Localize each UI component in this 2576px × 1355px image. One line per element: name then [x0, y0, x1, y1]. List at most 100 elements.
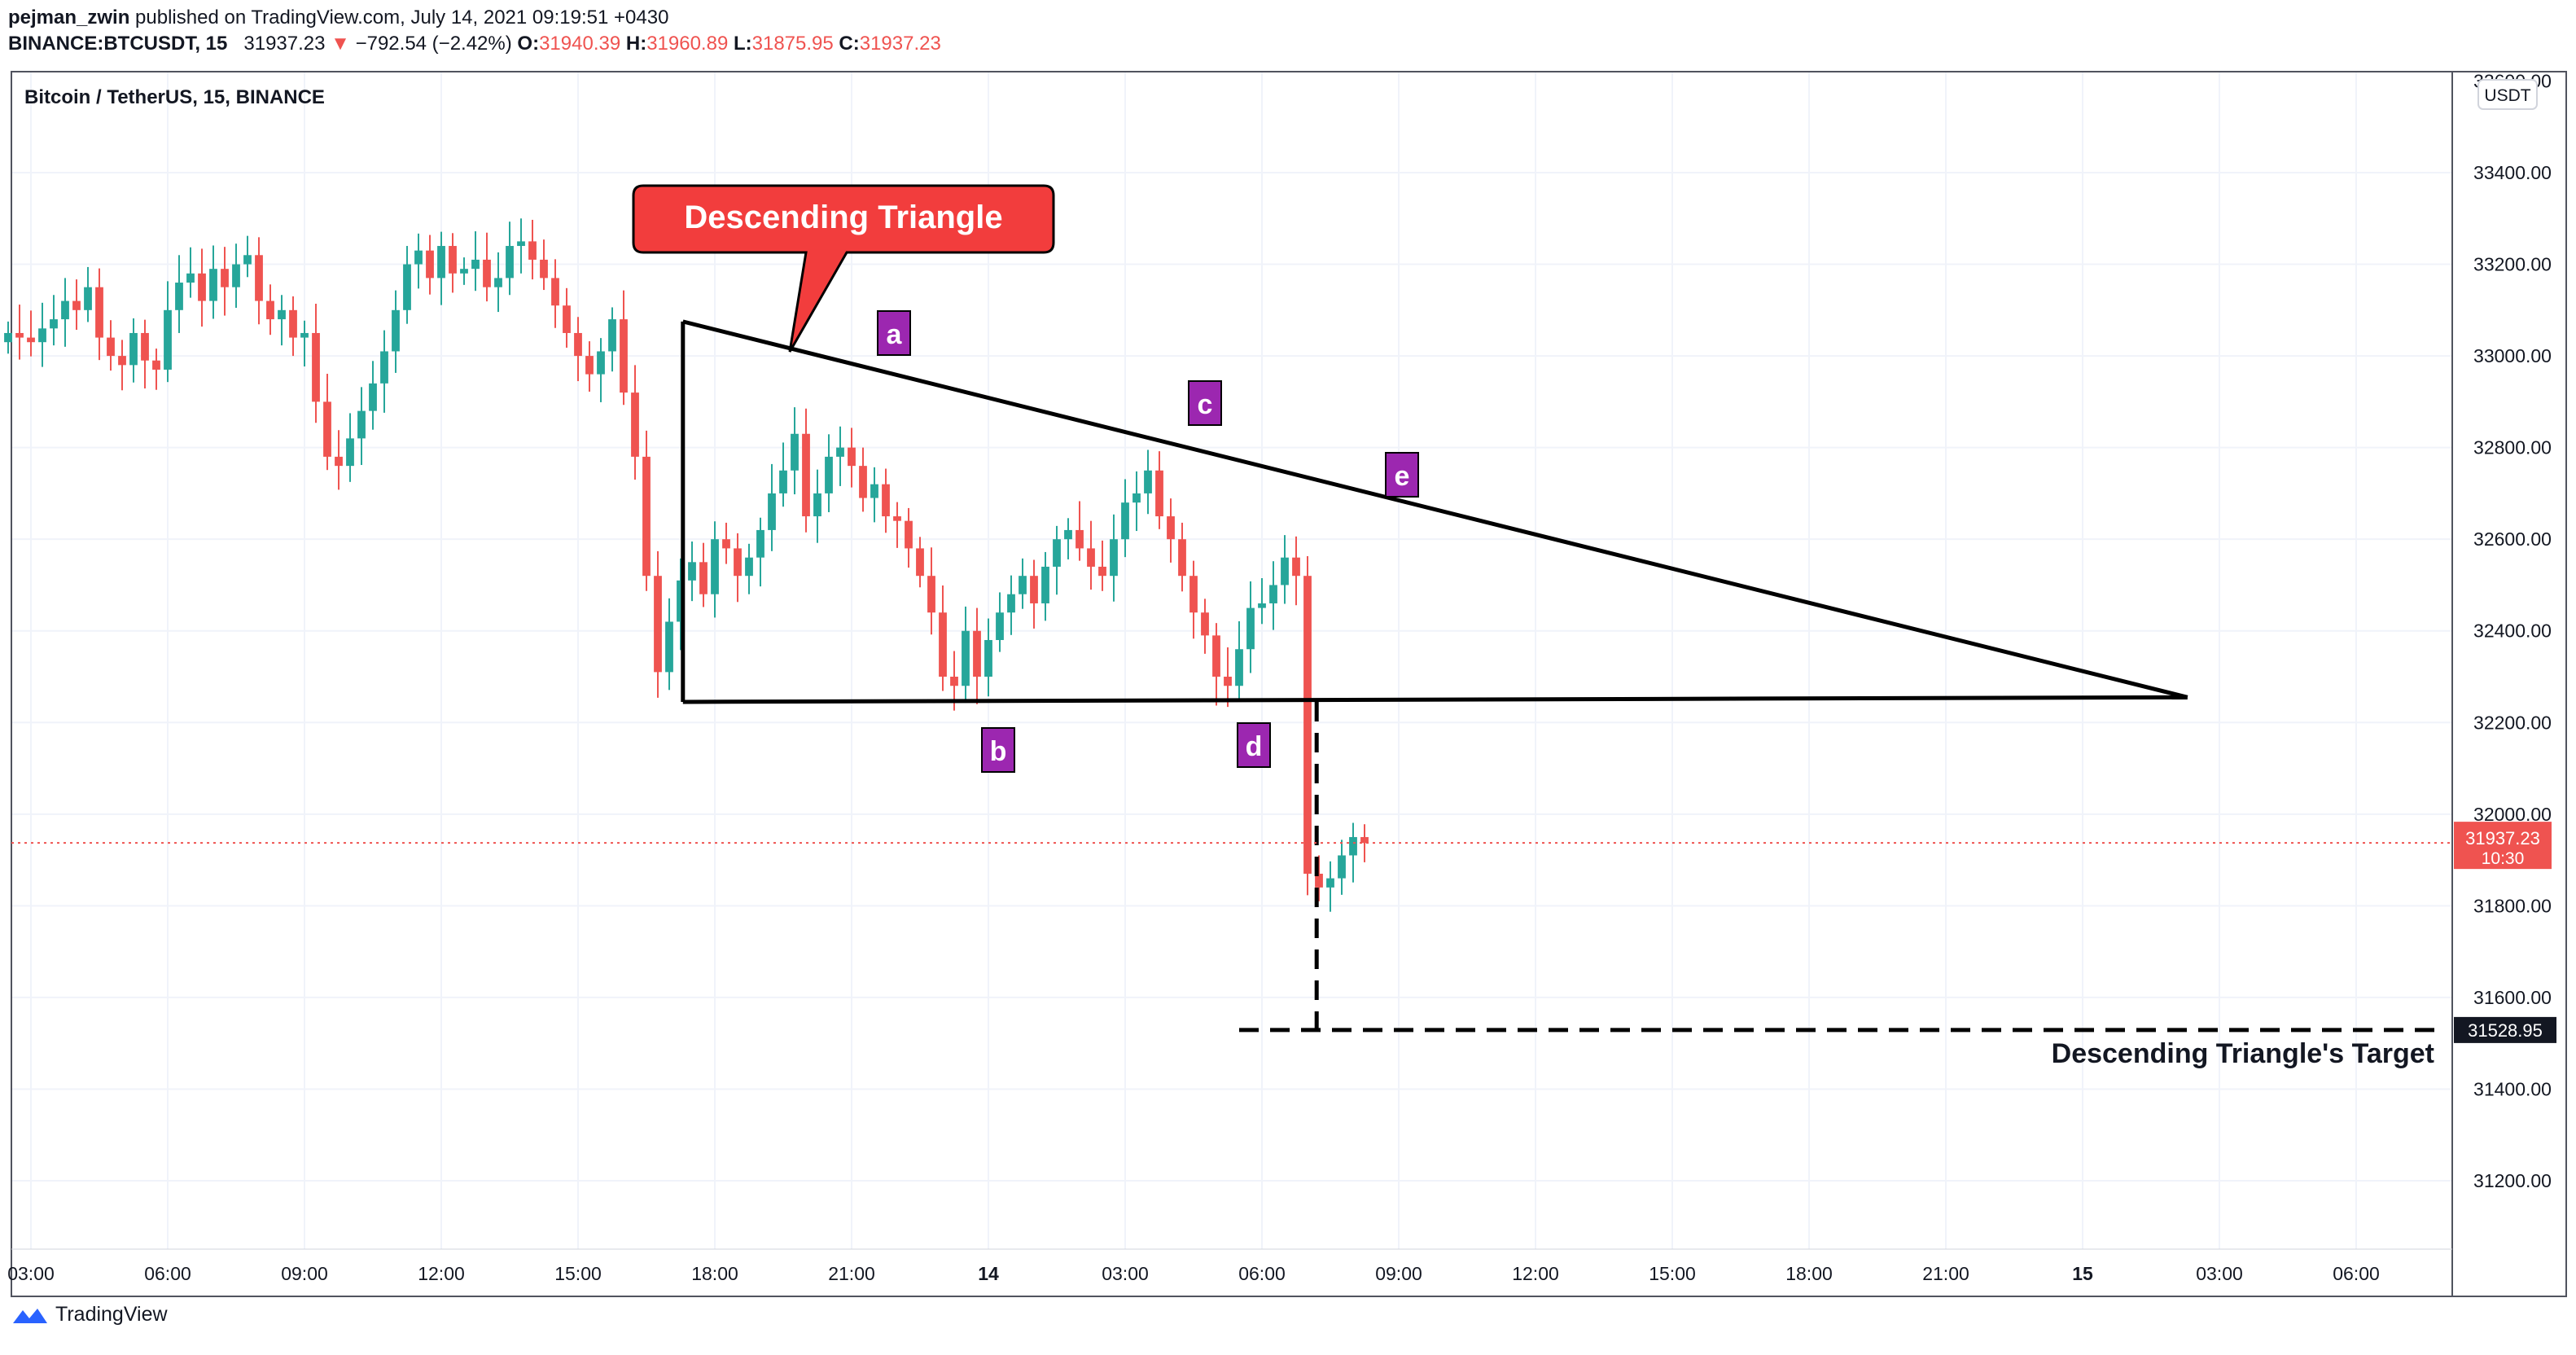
candle	[677, 558, 685, 651]
candle-body	[186, 273, 195, 283]
candle	[654, 550, 662, 698]
price-tick-label: 32400.00	[2473, 620, 2552, 642]
time-tick-label: 15:00	[554, 1263, 602, 1284]
candle	[300, 320, 309, 367]
candle-body	[1258, 603, 1266, 608]
candle	[893, 502, 901, 548]
candle-body	[118, 356, 126, 366]
candle-body	[813, 493, 821, 517]
candle-body	[1269, 585, 1277, 603]
footer-brand[interactable]: TradingView	[11, 1303, 168, 1326]
time-tick-label: 15:00	[1649, 1263, 1696, 1284]
candle	[699, 542, 708, 607]
candle	[1041, 551, 1049, 621]
candle-body	[585, 356, 594, 375]
price-tick-label: 32600.00	[2473, 528, 2552, 550]
candle-body	[1155, 470, 1163, 517]
candle	[380, 330, 388, 413]
candle	[278, 295, 286, 346]
wave-label-text: e	[1395, 461, 1410, 492]
candle	[1269, 561, 1277, 630]
candle-body	[300, 332, 309, 338]
wave-label-text: b	[990, 736, 1007, 767]
candle-body	[4, 332, 12, 343]
candle	[266, 284, 274, 335]
candle	[392, 290, 400, 373]
last-price-badge	[2454, 822, 2552, 870]
candle	[882, 468, 890, 533]
price-tick-label: 32800.00	[2473, 437, 2552, 458]
candle	[72, 279, 81, 331]
candle-body	[1007, 594, 1015, 613]
candle-body	[1121, 502, 1129, 540]
candle-body	[232, 264, 240, 287]
candle-body	[1053, 539, 1061, 567]
symbol-label[interactable]: BINANCE:BTCUSDT, 15	[8, 33, 228, 55]
candle-body	[221, 269, 229, 287]
candle-body	[939, 612, 947, 677]
candle-body	[950, 677, 958, 686]
time-tick-label: 09:00	[281, 1263, 328, 1284]
price-tick-label: 31400.00	[2473, 1078, 2552, 1099]
candle-body	[699, 562, 708, 594]
candle-body	[563, 305, 571, 333]
candle-body	[152, 360, 160, 370]
candle-body	[164, 309, 172, 370]
candle-body	[1315, 873, 1323, 888]
candle	[255, 237, 263, 325]
candle	[1178, 522, 1186, 592]
ohlc-bar: BINANCE:BTCUSDT, 15 31937.23 ▼ −792.54 (…	[8, 33, 941, 55]
candle	[631, 365, 639, 480]
price-axis[interactable]: 33400.00 33200.00 33000.00 32800.00 32600.00…	[2473, 70, 2552, 1191]
candle	[1246, 581, 1255, 673]
wave-label-a: a	[877, 310, 911, 356]
candle	[1076, 501, 1084, 561]
candle-body	[141, 332, 149, 361]
candle	[1121, 479, 1129, 558]
tradingview-logo-icon	[13, 1308, 47, 1323]
target-label: Descending Triangle's Target	[2052, 1038, 2434, 1069]
candle-body	[756, 529, 764, 558]
wave-label-text: d	[1246, 731, 1263, 762]
candle	[449, 233, 457, 293]
price-tick-label: 32000.00	[2473, 804, 2552, 825]
candle-body	[745, 557, 753, 577]
candle-body	[859, 466, 867, 498]
candle	[221, 247, 229, 316]
candle	[426, 235, 434, 295]
candle-body	[392, 309, 400, 352]
last-price: 31937.23	[243, 33, 326, 55]
candle-body	[631, 392, 639, 457]
time-tick-label: 06:00	[2333, 1263, 2380, 1284]
candle	[15, 305, 24, 360]
candle	[1349, 822, 1357, 883]
candle-body	[1030, 576, 1038, 603]
candle	[870, 467, 878, 523]
candle	[836, 426, 844, 486]
candle	[1258, 578, 1266, 625]
candle-body	[84, 287, 92, 310]
candle-body	[711, 539, 719, 594]
time-tick-label: 03:00	[7, 1263, 55, 1284]
candle-body	[1281, 557, 1289, 585]
triangle-base-line	[682, 695, 2188, 704]
author-name[interactable]: pejman_zwin	[8, 7, 130, 29]
candle	[813, 469, 821, 543]
candle-body	[1178, 539, 1186, 577]
wave-label-box	[981, 727, 1015, 773]
candle	[38, 302, 46, 367]
candle-body	[642, 456, 651, 577]
candle-body	[1212, 635, 1220, 677]
candle	[1201, 599, 1209, 654]
candle-body	[825, 456, 833, 493]
candle-body	[1326, 878, 1334, 888]
candle	[711, 521, 719, 618]
candle	[118, 340, 126, 391]
time-axis[interactable]: 03:00 06:00 09:00 12:00 15:00 18:00 21:00 14 03:…	[7, 1263, 2380, 1284]
candle	[232, 243, 240, 309]
high-label: H:	[625, 33, 647, 55]
price-tick-label: 33200.00	[2473, 254, 2552, 275]
candle	[1144, 449, 1152, 515]
candle-body	[802, 433, 810, 517]
